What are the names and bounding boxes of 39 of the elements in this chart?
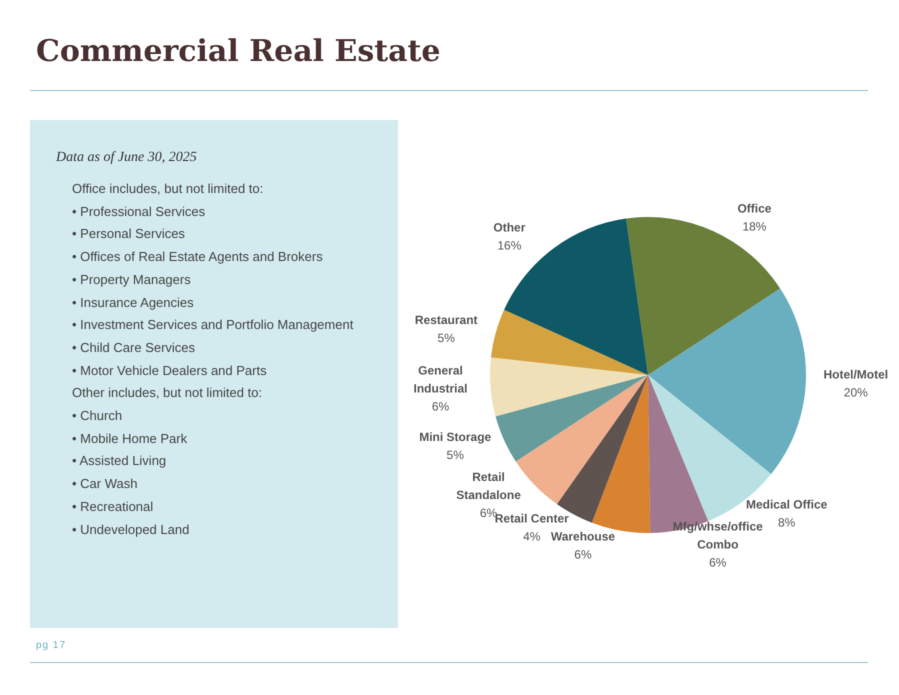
slice-label: General Industrial <box>414 363 468 396</box>
text: • Property Managers <box>72 270 192 289</box>
text: Other includes, but not limited to: <box>72 384 264 402</box>
text: • Motor Vehicle Dealers and Parts <box>72 362 268 380</box>
slice-label: Retail Center <box>494 512 570 526</box>
text: • Professional Services <box>72 202 206 221</box>
text: Office includes, but not limited to: <box>72 180 264 198</box>
data-label: 4% <box>523 530 541 544</box>
slice-label: Mini Storage <box>419 430 492 444</box>
data-label: 6% <box>432 399 450 414</box>
text: • Mobile Home Park <box>72 430 188 448</box>
text: • Undeveloped Land <box>72 520 190 539</box>
text: • Investment Services and Portfolio Management <box>72 316 354 334</box>
data-label: 20% <box>844 385 868 400</box>
data-label: 6% <box>574 547 592 562</box>
text: • Insurance Agencies <box>72 294 195 312</box>
data-label: 6% <box>709 555 727 570</box>
slice-label: Other <box>493 220 526 234</box>
data-label: 5% <box>446 448 464 462</box>
slice-label: Restaurant <box>414 313 478 328</box>
text: Data as of June 30, 2025 <box>56 150 197 166</box>
slice-label: Medical Office <box>746 498 828 512</box>
data-label: 5% <box>438 331 456 346</box>
text: pg 17 <box>36 640 66 651</box>
data-label: 18% <box>742 219 767 234</box>
text: • Assisted Living <box>72 452 168 470</box>
text: • Personal Services <box>72 225 186 244</box>
text: • Child Care Services <box>72 338 196 357</box>
data-label: 16% <box>497 238 522 252</box>
slice-label: Office <box>737 201 772 216</box>
text: • Offices of Real Estate Agents and Brokers <box>72 248 324 266</box>
chart-title: Commercial Real Estate <box>36 34 441 69</box>
data-label: 8% <box>778 516 796 530</box>
text: • Church <box>72 407 124 426</box>
slice-label: Hotel/Motel <box>823 367 888 382</box>
slice-label: Retail Standalone <box>456 470 522 502</box>
text: • Car Wash <box>72 475 138 494</box>
text: • Recreational <box>72 498 154 516</box>
slice-label: Warehouse <box>550 529 616 544</box>
